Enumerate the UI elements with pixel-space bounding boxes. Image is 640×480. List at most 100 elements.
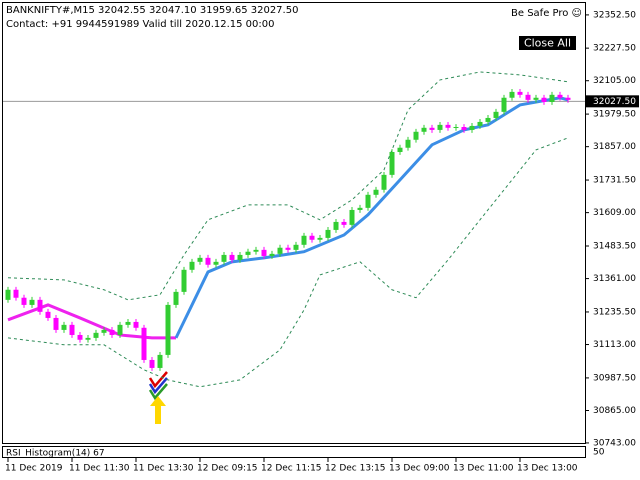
candle-body bbox=[133, 321, 139, 328]
candle-body bbox=[533, 97, 539, 100]
candle-body bbox=[405, 139, 411, 148]
candle-body bbox=[389, 151, 395, 175]
candle-body bbox=[29, 299, 35, 305]
candle-body bbox=[37, 299, 43, 312]
candle-body bbox=[325, 229, 331, 238]
candle-body bbox=[525, 94, 531, 100]
y-tick-label: 31361.00 bbox=[593, 274, 636, 284]
candle-body bbox=[445, 124, 451, 128]
candle-body bbox=[109, 329, 115, 335]
x-tick-label: 13 Dec 13:00 bbox=[517, 464, 578, 474]
indicator-line bbox=[174, 96, 569, 339]
y-tick-label: 32105.00 bbox=[593, 76, 636, 86]
panel-label: Be Safe Pro ☺ bbox=[511, 8, 582, 19]
candle-body bbox=[261, 249, 267, 256]
candle-body bbox=[205, 257, 211, 265]
x-tick-label: 13 Dec 09:00 bbox=[389, 464, 450, 474]
candle-body bbox=[165, 304, 171, 355]
signal-icons bbox=[148, 371, 168, 424]
candle-body bbox=[549, 94, 555, 102]
candle-body bbox=[197, 257, 203, 262]
candle-body bbox=[53, 317, 59, 330]
candle-body bbox=[381, 174, 387, 190]
x-tick-label: 11 Dec 2019 bbox=[5, 464, 63, 474]
candle-body bbox=[213, 261, 219, 265]
y-tick-label: 30865.00 bbox=[593, 406, 636, 416]
candle-body bbox=[221, 254, 227, 262]
candle-body bbox=[77, 334, 83, 340]
candle-body bbox=[373, 189, 379, 195]
candle-body bbox=[541, 97, 547, 102]
y-tick-label: 32227.50 bbox=[593, 44, 636, 54]
candle-body bbox=[309, 235, 315, 240]
candle-body bbox=[253, 249, 259, 252]
candle-body bbox=[469, 125, 475, 130]
x-tick-label: 12 Dec 11:15 bbox=[261, 464, 322, 474]
y-tick-label: 31113.00 bbox=[593, 340, 636, 350]
candle-body bbox=[181, 269, 187, 292]
candle-body bbox=[517, 91, 523, 95]
candle-body bbox=[189, 261, 195, 270]
y-tick-label: 31979.50 bbox=[593, 110, 636, 120]
candle-body bbox=[301, 235, 307, 245]
candle-body bbox=[157, 354, 163, 368]
y-tick-label: 31483.50 bbox=[593, 242, 636, 252]
candle-body bbox=[149, 359, 155, 368]
candle-body bbox=[117, 324, 123, 335]
candle-body bbox=[477, 121, 483, 126]
candle-body bbox=[285, 247, 291, 250]
candle-body bbox=[413, 131, 419, 140]
y-tick-label: 31731.50 bbox=[593, 176, 636, 186]
x-tick-label: 12 Dec 09:15 bbox=[197, 464, 258, 474]
y-tick-label: 30743.00 bbox=[593, 438, 636, 448]
candle-body bbox=[485, 117, 491, 122]
plot-frame bbox=[2, 2, 586, 444]
indicator-line bbox=[7, 71, 569, 301]
candle-body bbox=[61, 324, 67, 330]
candle-body bbox=[93, 332, 99, 338]
candle-body bbox=[565, 97, 571, 100]
candle-body bbox=[85, 337, 91, 340]
candle-body bbox=[277, 247, 283, 254]
sub-window-frame bbox=[2, 446, 586, 458]
candle-body bbox=[509, 91, 515, 98]
sub-window-label: RSI_Histogram(14) 67 bbox=[6, 449, 105, 459]
price-tag-label: 32027.50 bbox=[593, 97, 636, 107]
y-tick-label: 32352.50 bbox=[593, 10, 636, 20]
candle-body bbox=[365, 194, 371, 208]
sub-window-tick: 50 bbox=[593, 448, 605, 458]
candle-body bbox=[429, 127, 435, 130]
candle-body bbox=[45, 311, 51, 318]
candle-body bbox=[101, 329, 107, 333]
candle-body bbox=[421, 127, 427, 132]
candle-body bbox=[349, 209, 355, 225]
y-tick-label: 31857.00 bbox=[593, 142, 636, 152]
candle-body bbox=[5, 289, 11, 300]
chart-title: BANKNIFTY#,M15 32042.55 32047.10 31959.6… bbox=[6, 5, 298, 16]
chart-subtitle: Contact: +91 9944591989 Valid till 2020.… bbox=[6, 19, 275, 30]
candle-body bbox=[437, 124, 443, 130]
y-tick-label: 31609.00 bbox=[593, 208, 636, 218]
candle-body bbox=[141, 327, 147, 360]
candle-body bbox=[493, 111, 499, 118]
candle-body bbox=[269, 253, 275, 256]
close-all-button[interactable] bbox=[519, 36, 576, 50]
candle-body bbox=[229, 254, 235, 260]
candle-body bbox=[293, 244, 299, 250]
y-tick-label: 31235.50 bbox=[593, 307, 636, 317]
y-tick-label: 30987.50 bbox=[593, 373, 636, 383]
x-tick-label: 11 Dec 13:30 bbox=[133, 464, 194, 474]
candle-body bbox=[557, 94, 563, 98]
candle-body bbox=[501, 97, 507, 112]
candle-body bbox=[237, 254, 243, 260]
close-all-label[interactable]: Close All bbox=[524, 37, 571, 50]
candle-body bbox=[21, 297, 27, 305]
x-tick-label: 13 Dec 11:00 bbox=[453, 464, 514, 474]
candle-body bbox=[333, 221, 339, 230]
candle-body bbox=[173, 291, 179, 305]
candle-body bbox=[397, 147, 403, 152]
candle-body bbox=[341, 221, 347, 225]
candle-body bbox=[69, 324, 75, 335]
candle-body bbox=[245, 251, 251, 255]
